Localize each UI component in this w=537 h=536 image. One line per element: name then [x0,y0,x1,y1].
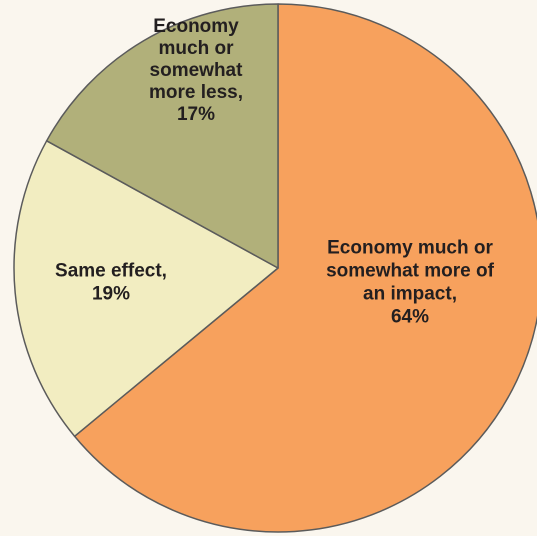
slice-label-line: Same effect, [55,261,167,282]
slice-label-line: Economy much or [327,238,493,259]
slice-label-line: somewhat more of [326,261,495,282]
slice-label: Economy much or somewhat more less, 17% [149,16,243,125]
slice-label-line: 19% [92,284,130,305]
slice-label-line: much or [159,38,235,59]
slice-label-line: somewhat [150,60,244,81]
slice-same-effect [13,140,279,438]
slice-label-line: Economy [153,16,239,37]
slice-economy-more-impact [73,3,537,533]
slice-economy-less [45,3,279,269]
slice-label: Economy much or somewhat more of an impact… [326,238,495,328]
slice-label-line: an impact, [363,284,457,305]
slice-label: Same effect, 19% [55,261,167,305]
slice-label-line: 64% [391,307,429,328]
slice-label-line: more less, [149,82,243,103]
slice-label-line: 17% [177,104,215,125]
